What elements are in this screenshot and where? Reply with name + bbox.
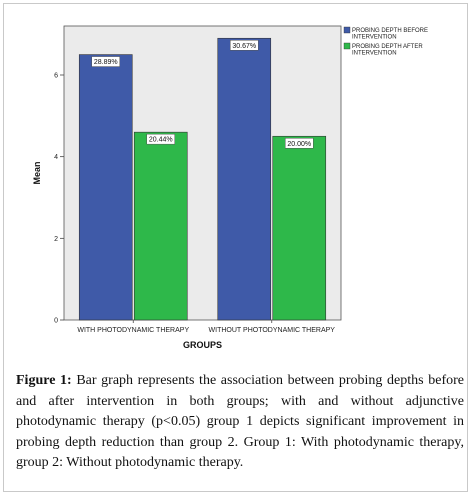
y-tick-label: 6 [54, 73, 58, 80]
y-tick-label: 0 [54, 318, 58, 325]
bar [78, 54, 133, 321]
bar-data-label: 28.89% [94, 59, 118, 66]
x-axis: WITH PHOTODYNAMIC THERAPY WITHOUT PHOTODY… [77, 320, 335, 334]
legend-label: PROBING DEPTH BEFORE INTERVENTION [352, 28, 428, 41]
x-tick-label: WITH PHOTODYNAMIC THERAPY [77, 327, 189, 334]
figure-caption: Figure 1: Bar graph represents the assoc… [16, 371, 464, 474]
x-axis-title: GROUPS [183, 340, 222, 350]
bar-data-label: 30.67% [232, 43, 256, 50]
figure-frame: 0 2 4 6 28.89% 20.44% 30.67% 20.00% WITH PHOTO… [3, 3, 468, 492]
caption-text: Bar graph represents the association bet… [16, 373, 464, 470]
bar-label-box [91, 56, 120, 67]
bar-label-box [230, 40, 259, 51]
bar-data-label: 20.44% [149, 137, 173, 144]
caption-label: Figure 1: [16, 373, 72, 388]
legend-swatch [343, 26, 351, 34]
bar-chart: 0 2 4 6 28.89% 20.44% 30.67% 20.00% WITH PHOTO… [32, 25, 428, 350]
bar [133, 131, 188, 321]
y-tick-label: 2 [54, 236, 58, 243]
legend: PROBING DEPTH BEFORE INTERVENTION PROBING … [343, 26, 428, 57]
legend-swatch [343, 42, 351, 50]
bar [272, 135, 327, 321]
bar-data-label: 20.00% [287, 141, 311, 148]
bar [217, 37, 272, 321]
bar-label-box [146, 133, 175, 145]
y-axis-title: Mean [32, 161, 42, 184]
bar-label-box [285, 138, 314, 149]
bars: 28.89% 20.44% 30.67% 20.00% [78, 37, 327, 321]
legend-label: PROBING DEPTH AFTER INTERVENTION [352, 44, 423, 57]
y-axis: 0 2 4 6 [54, 73, 64, 325]
x-tick-label: WITHOUT PHOTODYNAMIC THERAPY [209, 327, 336, 334]
y-tick-label: 4 [54, 154, 58, 161]
